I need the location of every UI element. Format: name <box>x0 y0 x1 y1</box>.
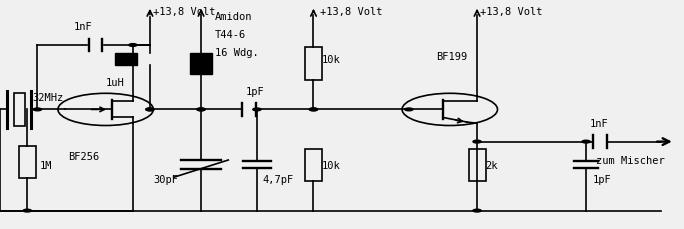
Circle shape <box>473 209 481 212</box>
Text: zum Mischer: zum Mischer <box>596 156 665 166</box>
Circle shape <box>146 109 154 111</box>
Bar <box>14 94 25 126</box>
Circle shape <box>405 109 413 111</box>
Text: BF256: BF256 <box>68 151 99 161</box>
Circle shape <box>197 109 205 111</box>
Text: Amidon: Amidon <box>215 11 252 21</box>
FancyBboxPatch shape <box>305 149 322 181</box>
Circle shape <box>34 109 42 111</box>
Text: 32MHz: 32MHz <box>33 93 64 103</box>
Circle shape <box>309 109 317 111</box>
Text: 30pF: 30pF <box>153 174 179 184</box>
Text: 1pF: 1pF <box>593 174 611 184</box>
Bar <box>190 54 212 74</box>
Text: 1nF: 1nF <box>590 118 608 128</box>
FancyBboxPatch shape <box>18 147 36 179</box>
Text: 1M: 1M <box>40 160 52 170</box>
Text: 10k: 10k <box>321 160 341 170</box>
Text: 1pF: 1pF <box>246 86 264 96</box>
Circle shape <box>473 141 481 143</box>
Text: 1uH: 1uH <box>105 78 124 88</box>
Circle shape <box>253 109 261 111</box>
Text: +13,8 Volt: +13,8 Volt <box>480 6 543 16</box>
FancyBboxPatch shape <box>305 48 322 80</box>
Circle shape <box>197 109 205 111</box>
Circle shape <box>146 109 154 111</box>
Text: 10k: 10k <box>321 55 341 65</box>
Text: +13,8 Volt: +13,8 Volt <box>320 6 383 16</box>
Text: 16 Wdg.: 16 Wdg. <box>215 48 259 58</box>
Text: BF199: BF199 <box>436 52 467 62</box>
Bar <box>115 54 137 65</box>
Text: 2k: 2k <box>485 160 498 170</box>
Circle shape <box>309 109 317 111</box>
Circle shape <box>129 44 137 47</box>
FancyBboxPatch shape <box>469 149 486 181</box>
Text: T44-6: T44-6 <box>215 30 246 40</box>
Text: +13,8 Volt: +13,8 Volt <box>153 6 216 16</box>
Circle shape <box>23 209 31 212</box>
Text: 1nF: 1nF <box>74 22 92 32</box>
Text: 4,7pF: 4,7pF <box>263 174 293 184</box>
Circle shape <box>582 141 590 143</box>
